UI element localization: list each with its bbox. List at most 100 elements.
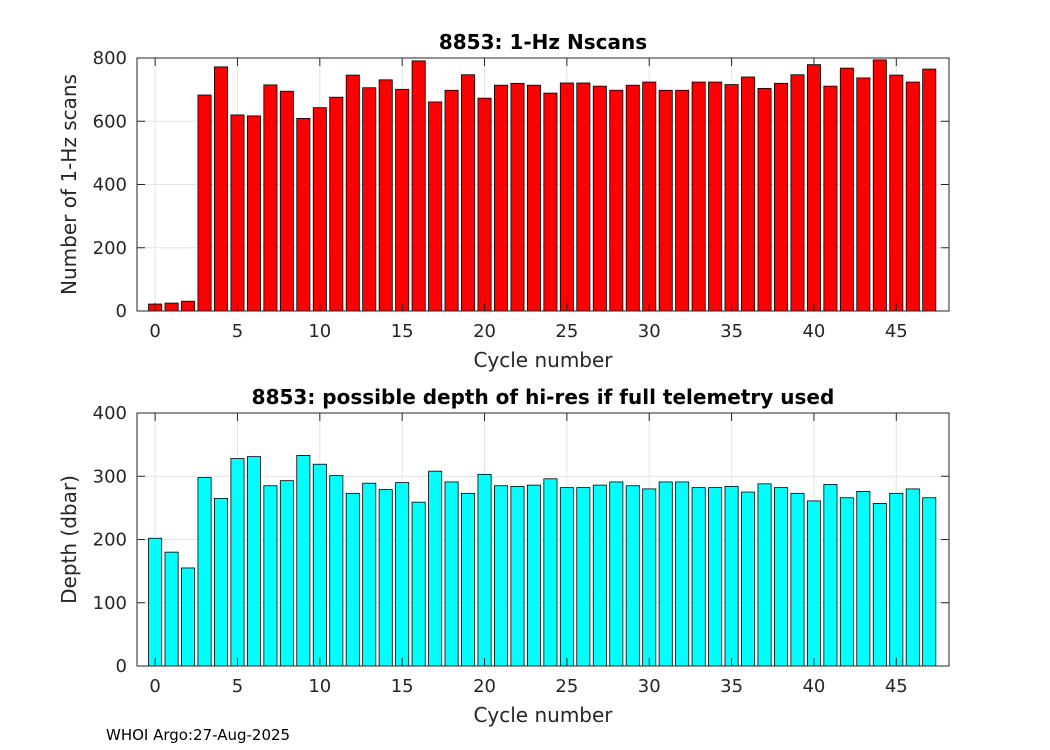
bar	[872, 59, 887, 312]
bar	[395, 482, 410, 667]
bar	[576, 82, 591, 312]
bar	[592, 484, 607, 667]
x-tick-label: 35	[720, 676, 743, 697]
bar	[774, 487, 788, 667]
bar	[510, 485, 525, 667]
bar	[658, 89, 673, 312]
bar	[345, 74, 360, 312]
y-axis-label: Depth (dbar)	[57, 475, 81, 604]
x-tick-label: 25	[555, 321, 578, 342]
bar	[279, 480, 294, 667]
x-tick-label: 20	[473, 676, 496, 697]
bar	[609, 89, 624, 312]
x-tick-label: 20	[473, 321, 496, 342]
bar	[494, 485, 508, 667]
bar	[164, 302, 179, 312]
bar	[148, 537, 163, 667]
bar	[576, 487, 591, 667]
x-tick-label: 15	[391, 321, 414, 342]
chart-title: 8853: possible depth of hi-res if full t…	[252, 385, 835, 409]
y-tick-label: 200	[93, 238, 127, 259]
y-tick-label: 400	[93, 403, 127, 424]
bar	[296, 454, 311, 667]
bar	[526, 484, 541, 667]
x-tick-label: 40	[802, 676, 825, 697]
bar	[839, 497, 854, 667]
bar	[510, 82, 525, 312]
bar	[675, 481, 690, 667]
x-tick-label: 5	[232, 676, 243, 697]
y-tick-label: 600	[93, 111, 127, 132]
x-tick-label: 35	[720, 321, 743, 342]
x-tick-label: 45	[885, 676, 908, 697]
bar	[246, 115, 261, 312]
bar	[461, 74, 476, 312]
bar	[461, 492, 476, 667]
bar	[708, 81, 723, 312]
bar	[658, 481, 673, 667]
bar	[889, 492, 904, 667]
bar	[362, 87, 377, 312]
y-tick-label: 400	[93, 175, 127, 196]
bar	[428, 101, 443, 312]
bar	[905, 81, 920, 312]
bar	[378, 489, 393, 667]
x-tick-label: 10	[308, 676, 331, 697]
bar	[526, 84, 541, 312]
bar	[559, 82, 574, 312]
y-axis-label: Number of 1-Hz scans	[57, 74, 81, 295]
bar	[362, 482, 377, 667]
chart-title: 8853: 1-Hz Nscans	[439, 30, 647, 54]
bar	[543, 92, 558, 312]
bar	[329, 96, 344, 312]
bar	[395, 88, 410, 312]
x-tick-label: 45	[885, 321, 908, 342]
bar	[724, 485, 739, 667]
bar	[757, 483, 772, 667]
bar	[279, 90, 294, 312]
x-tick-label: 40	[802, 321, 825, 342]
bar	[806, 500, 821, 667]
bar	[559, 487, 574, 667]
bar	[592, 85, 607, 312]
bar	[329, 475, 344, 667]
x-tick-label: 5	[232, 321, 243, 342]
bar	[708, 487, 723, 667]
x-tick-label: 25	[555, 676, 578, 697]
y-tick-label: 800	[93, 48, 127, 69]
bar	[181, 567, 196, 667]
bar	[642, 81, 657, 312]
bar	[477, 473, 492, 667]
bar	[164, 551, 179, 667]
y-tick-label: 100	[93, 593, 127, 614]
bar	[411, 60, 426, 312]
y-tick-label: 300	[93, 466, 127, 487]
bar	[428, 470, 443, 667]
bar	[296, 118, 311, 312]
x-tick-label: 15	[391, 676, 414, 697]
bar	[494, 84, 508, 312]
bar	[625, 84, 640, 312]
bar	[856, 491, 871, 667]
y-tick-label: 0	[116, 301, 127, 322]
bar	[790, 74, 805, 312]
bar	[444, 481, 459, 667]
x-tick-label: 10	[308, 321, 331, 342]
bar	[214, 497, 228, 667]
bar	[724, 84, 739, 312]
bar	[312, 463, 327, 667]
bar	[889, 74, 904, 312]
bar	[823, 484, 838, 667]
bar	[444, 89, 459, 312]
bar	[872, 503, 887, 667]
bar	[823, 85, 838, 312]
bar	[790, 492, 805, 667]
x-tick-label: 30	[638, 676, 661, 697]
bar	[856, 77, 871, 312]
bar	[691, 81, 706, 312]
y-tick-label: 0	[116, 656, 127, 677]
bar	[691, 487, 706, 667]
bar	[543, 478, 558, 667]
x-axis-label: Cycle number	[473, 703, 613, 727]
